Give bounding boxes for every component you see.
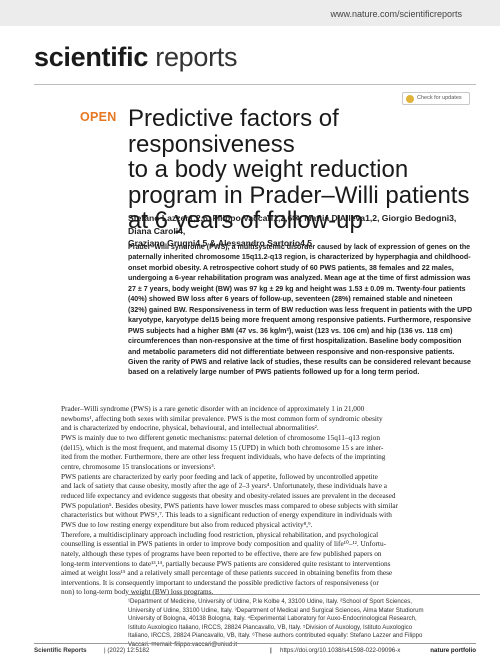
body-line: ited from the mother. Furthermore, there…: [61, 452, 386, 462]
open-access-label: OPEN: [80, 110, 117, 124]
body-line: Therefore, a multidisciplinary approach …: [61, 529, 379, 539]
abstract-line: Given the rarity of PWS and relative lac…: [128, 357, 471, 366]
author-line: Stefano Lazzer1,2,6, Filippo Vaccari1,2,…: [128, 213, 457, 236]
footer-divider: [34, 643, 476, 644]
footnote-line: Italiano, IRCCS, 28824 Piancavallo, VB, …: [128, 632, 423, 640]
footnote-line: University of Udine, 33100 Udine, Italy.…: [128, 606, 424, 614]
body-line: newborns¹, affecting both sexes with sim…: [61, 413, 383, 423]
page-footer: Scientific Reports | (2022) 12:5182 | ht…: [34, 647, 476, 656]
footnote-divider: [128, 594, 480, 595]
title-line: at 6 years of follow-up: [128, 207, 363, 234]
check-updates-label: Check for updates: [417, 95, 462, 101]
footer-citation: | (2022) 12:5182: [104, 647, 150, 654]
body-text: Prader–Willi syndrome (PWS) is a rare ge…: [61, 404, 481, 597]
body-line: PWS is mainly due to two different genet…: [61, 432, 380, 442]
body-line: Prader–Willi syndrome (PWS) is a rare ge…: [61, 404, 365, 413]
body-line: aimed at weight loss¹⁵ and a relatively …: [61, 568, 393, 578]
header-divider: [34, 84, 476, 85]
footnote-line: Istituto Auxologico Italiano, IRCCS, 288…: [128, 623, 413, 631]
body-line: counselling is essential in PWS patients…: [61, 539, 387, 549]
footer-separator: |: [270, 647, 272, 654]
author-line: Graziano Grugni4,5 & Alessandro Sartorio…: [128, 238, 313, 248]
body-line: interventions. It is consequently import…: [61, 577, 379, 587]
abstract-line: undergoing a 6-year rehabilitation progr…: [128, 274, 471, 283]
journal-name-light: reports: [148, 42, 238, 72]
title-line: to a body weight reduction: [128, 156, 409, 183]
body-line: centre, chromosome 15 translocations or …: [61, 461, 216, 471]
body-line: non) to long-term body weight (BW) loss …: [61, 587, 214, 597]
abstract-line: circumferences than non-responsive at th…: [128, 337, 462, 346]
footnote-line: ¹Department of Medicine, University of U…: [128, 598, 412, 605]
body-line: and lack of satiety that cause obesity, …: [61, 481, 388, 491]
site-url-link[interactable]: www.nature.com/scientificreports: [330, 9, 462, 19]
body-line: and is characterized by endocrine, physi…: [61, 423, 319, 433]
top-bar: www.nature.com/scientificreports: [0, 0, 500, 26]
abstract-line: and metabolic parameters did not differe…: [128, 347, 455, 356]
abstract-line: based on a relatively large number of PW…: [128, 368, 420, 377]
footer-doi-link[interactable]: https://doi.org/10.1038/s41598-022-09096…: [280, 647, 401, 654]
abstract-line: karyotype, karyotype del15 being more fr…: [128, 316, 471, 325]
abstract: Prader–Willi syndrome (PWS), a multisyst…: [128, 242, 480, 378]
abstract-line: (40%) showed BW loss after 6 years of fo…: [128, 295, 453, 304]
abstract-line: Prader–Willi syndrome (PWS), a multisyst…: [128, 243, 471, 251]
nature-portfolio-logo: nature portfolio: [430, 647, 476, 654]
check-updates-icon: [406, 95, 414, 103]
article-title: Predictive factors of responsiveness to …: [128, 106, 478, 234]
abstract-line: (32%) gained BW. Responsiveness in term …: [128, 305, 473, 314]
body-line: PWS patients are characterized by early …: [61, 471, 378, 481]
author-list: Stefano Lazzer1,2,6, Filippo Vaccari1,2,…: [128, 212, 478, 250]
body-line: long-term interventions to date¹³,¹⁴, pa…: [61, 558, 391, 568]
affiliations-footnote: ¹Department of Medicine, University of U…: [128, 598, 480, 650]
check-for-updates-button[interactable]: Check for updates: [402, 92, 470, 105]
footnote-line: University of Bologna, 40138 Bologna, It…: [128, 615, 417, 623]
body-line: PWS population⁵. Besides obesity, PWS pa…: [61, 500, 399, 510]
abstract-line: PWS subjects had a higher BMI (47 vs. 36…: [128, 326, 453, 335]
title-line: Predictive factors of responsiveness: [128, 105, 339, 158]
abstract-line: paternally inherited chromosome 15q11.2-…: [128, 253, 471, 262]
journal-name-bold: scientific: [34, 42, 149, 72]
body-line: PWS due to low resting energy expenditur…: [61, 519, 313, 529]
abstract-line: onset morbid obesity. A retrospective co…: [128, 263, 454, 272]
body-line: (del15), which is the most frequent, and…: [61, 442, 384, 452]
journal-logo: scientific reports: [34, 42, 237, 73]
body-line: reduced life expectancy and evidence sug…: [61, 490, 396, 500]
body-line: characteristics but without PWS⁶,⁷. This…: [61, 510, 392, 520]
abstract-line: 27 ± 7 years, body weight (BW) was 97 kg…: [128, 284, 466, 293]
footnote-line: Vaccari. ✉email: filippo.vaccari@uniud.i…: [128, 640, 238, 648]
title-line: program in Prader–Willi patients: [128, 181, 470, 209]
body-line: nately, although these types of programs…: [61, 548, 382, 558]
footer-journal-name: Scientific Reports: [34, 647, 87, 654]
